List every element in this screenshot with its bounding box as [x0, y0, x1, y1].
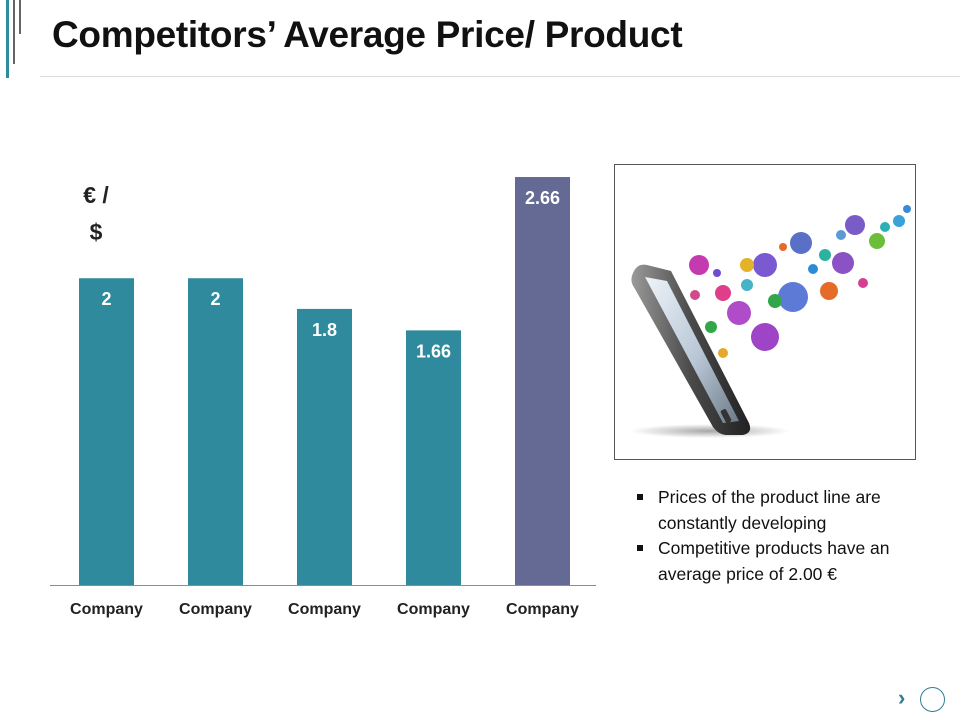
- category-label-1: Company: [70, 601, 143, 618]
- bar-1: [79, 278, 134, 585]
- bullet-list: Prices of the product line are constantl…: [636, 485, 936, 587]
- bullet-item: Prices of the product line are constantl…: [636, 485, 936, 536]
- category-label-3: Company: [288, 601, 361, 618]
- product-image-frame: [614, 164, 916, 460]
- bar-value-label-2: 2: [210, 289, 220, 309]
- title-accent-bars: [6, 0, 26, 78]
- labels-layer: 2 Company 2 Company 1.8 Company 1.66 Company 2.6…: [70, 188, 579, 618]
- nav-circle-button[interactable]: [920, 687, 945, 712]
- category-label-5: Company: [506, 601, 579, 618]
- bar-value-label-1: 2: [101, 289, 111, 309]
- bar-2: [188, 278, 243, 585]
- bar-5: [515, 177, 570, 585]
- category-label-4: Company: [397, 601, 470, 618]
- bars-layer: [79, 177, 570, 585]
- tablet-with-app-icons: [630, 205, 911, 438]
- bullet-item: Competitive products have an average pri…: [636, 536, 936, 587]
- app-icon-bubbles: [689, 205, 911, 358]
- bar-value-label-5: 2.66: [525, 188, 560, 208]
- bar-4: [406, 330, 461, 585]
- chevron-right-icon[interactable]: ›: [898, 685, 906, 710]
- title-divider: [40, 76, 960, 77]
- bar-value-label-3: 1.8: [312, 320, 337, 340]
- y-axis-label-line-1: € /: [83, 182, 109, 208]
- bar-chart: € / $ 2 Company 2 Company 1.8 Company 1.66 Comp…: [50, 177, 596, 618]
- y-axis-label-line-2: $: [90, 219, 103, 245]
- page-title: Competitors’ Average Price/ Product: [52, 14, 683, 55]
- category-label-2: Company: [179, 601, 252, 618]
- bar-value-label-4: 1.66: [416, 341, 451, 361]
- bar-3: [297, 308, 352, 585]
